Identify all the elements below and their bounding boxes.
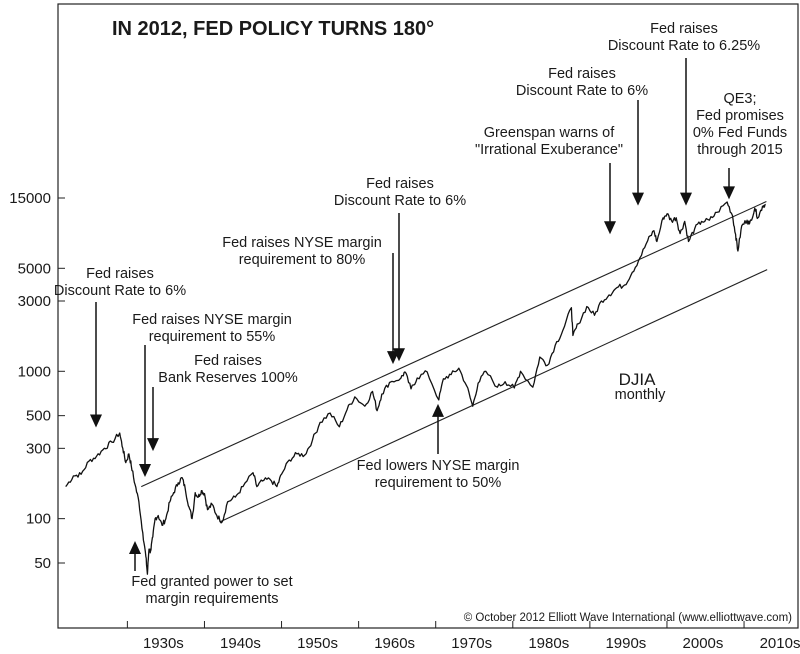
annotation-text: Discount Rate to 6% (516, 83, 648, 99)
annotation-text: Fed raises NYSE margin (132, 312, 292, 328)
annotation-text: Fed promises (696, 108, 784, 124)
annotation-text: requirement to 55% (149, 329, 276, 345)
annotation-text: Fed lowers NYSE margin (357, 458, 520, 474)
djia-line (65, 201, 766, 575)
y-tick-label: 15000 (9, 190, 51, 207)
annotation-arrow-head (393, 348, 405, 362)
annotation-arrow-head (147, 438, 159, 452)
y-tick-label: 3000 (18, 293, 51, 310)
channel-upper-line (141, 201, 767, 488)
annotation-text: Greenspan warns of (484, 125, 616, 141)
annotation-arrow-head (632, 192, 644, 206)
y-tick-label: 50 (34, 555, 51, 572)
annotation-text: Fed raises (86, 266, 154, 282)
y-tick-label: 500 (26, 408, 51, 425)
annotation-text: Fed raises (650, 21, 718, 37)
y-tick-label: 100 (26, 511, 51, 528)
annotation-arrow-head (90, 414, 102, 428)
annotation-arrow-head (139, 464, 151, 478)
annotation-text: requirement to 80% (239, 252, 366, 268)
annotation-text: Discount Rate to 6% (334, 193, 466, 209)
annotation-text: QE3; (723, 91, 756, 107)
djia-series (65, 201, 766, 575)
annotation-text: requirement to 50% (375, 475, 502, 491)
annotation-text: Fed granted power to set (131, 574, 292, 590)
annotation-arrow-head (432, 403, 444, 417)
x-tick-label: 1970s (451, 635, 492, 652)
annotation-text: Fed raises (194, 353, 262, 369)
x-tick-label: 1940s (220, 635, 261, 652)
annotation-arrow-head (680, 192, 692, 206)
annotation-text: 0% Fed Funds (693, 125, 787, 141)
annotation-text: Discount Rate to 6.25% (608, 38, 760, 54)
y-tick-label: 1000 (18, 363, 51, 380)
copyright-note: © October 2012 Elliott Wave Internationa… (464, 612, 792, 624)
chart-title: IN 2012, FED POLICY TURNS 180° (112, 18, 434, 40)
annotation-text: Discount Rate to 6% (54, 283, 186, 299)
x-tick-label: 1930s (143, 635, 184, 652)
annotation-text: Fed raises (366, 176, 434, 192)
x-tick-label: 1960s (374, 635, 415, 652)
annotation-text: Fed raises (548, 66, 616, 82)
trend-channel (141, 201, 768, 523)
axis-ticks: 50 100 300 500 1000 3000 5000 15000 1930s 1940s 19… (9, 190, 800, 652)
x-tick-label: 1990s (605, 635, 646, 652)
annotation-text: Bank Reserves 100% (158, 370, 298, 386)
annotation-text: "Irrational Exuberance" (475, 142, 623, 158)
frame (57, 3, 799, 629)
annotation: Greenspan warns of"Irrational Exuberance… (475, 125, 623, 235)
annotation-text: Fed raises NYSE margin (222, 235, 382, 251)
annotation-text: through 2015 (697, 142, 782, 158)
annotation-arrow-head (604, 221, 616, 235)
series-label: DJIA (619, 370, 657, 389)
plot-frame (57, 3, 799, 629)
channel-lower-line (219, 269, 768, 523)
y-tick-label: 5000 (18, 260, 51, 277)
annotation-arrow-head (129, 541, 141, 555)
x-tick-label: 1980s (528, 635, 569, 652)
y-tick-label: 300 (26, 440, 51, 457)
x-tick-label: 2000s (683, 635, 724, 652)
x-tick-label: 2010s (760, 635, 800, 652)
annotation-arrow-head (723, 186, 735, 200)
x-tick-label: 1950s (297, 635, 338, 652)
annotation-text: margin requirements (146, 591, 279, 607)
series-sublabel: monthly (615, 387, 667, 403)
